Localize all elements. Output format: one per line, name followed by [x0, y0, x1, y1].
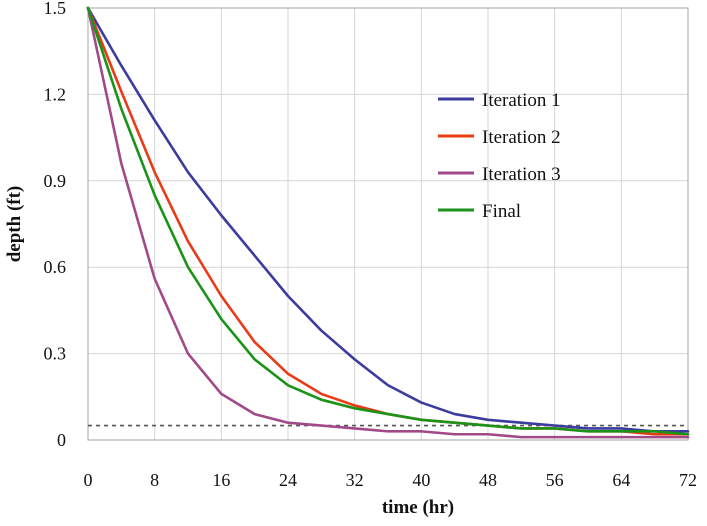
legend-label: Final	[482, 201, 521, 222]
x-axis-label: time (hr)	[382, 497, 454, 518]
legend-label: Iteration 3	[482, 164, 561, 185]
x-tick-label: 16	[212, 470, 230, 490]
y-axis-label: depth (ft)	[4, 186, 25, 263]
x-tick-label: 56	[546, 470, 564, 490]
legend: Iteration 1 Iteration 2 Iteration 3 Final	[438, 90, 561, 222]
x-tick-label: 24	[279, 470, 297, 490]
series-line	[86, 6, 690, 439]
y-tick-label: 0.3	[44, 344, 67, 364]
y-tick-label: 0.9	[44, 171, 67, 191]
series-group	[86, 6, 690, 439]
y-tick-label: 1.2	[44, 84, 67, 104]
y-tick-label: 1.5	[44, 0, 67, 18]
series-line	[86, 6, 690, 433]
x-tick-label: 48	[479, 470, 497, 490]
x-tick-label: 32	[346, 470, 364, 490]
tick-labels: 0 8 16 24 32 40 48 56 64 72 0 0.3 0.6 0.9 1.2 1.5	[44, 0, 698, 490]
x-tick-label: 40	[412, 470, 430, 490]
legend-label: Iteration 2	[482, 127, 561, 148]
series-line	[86, 6, 690, 436]
grid	[87, 7, 689, 441]
plot-frame	[87, 7, 689, 441]
y-tick-label: 0.6	[44, 257, 67, 277]
x-tick-label: 0	[84, 470, 93, 490]
x-tick-label: 8	[150, 470, 159, 490]
legend-label: Iteration 1	[482, 90, 561, 111]
x-tick-label: 64	[612, 470, 630, 490]
series-line	[86, 6, 690, 436]
x-tick-label: 72	[679, 470, 697, 490]
y-tick-label: 0	[57, 430, 66, 450]
